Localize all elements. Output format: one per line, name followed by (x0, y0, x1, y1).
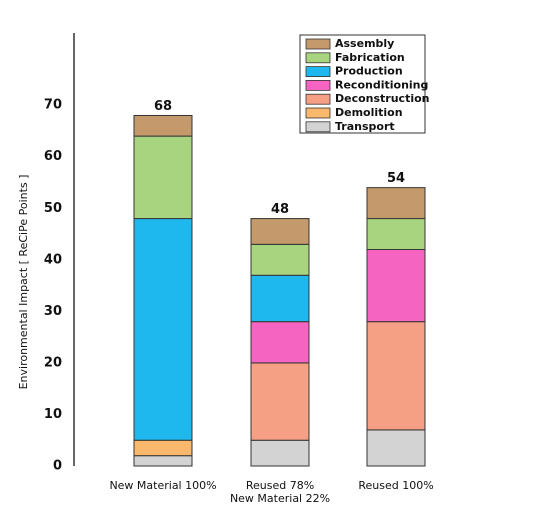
legend-swatch (305, 80, 331, 91)
bar-segment (250, 321, 310, 364)
bar-segment (133, 218, 193, 441)
bar-segment (366, 429, 426, 467)
legend-label: Demolition (335, 106, 403, 119)
y-tick-label: 10 (44, 407, 62, 422)
x-tick-label: Reused 100% (358, 479, 434, 492)
y-tick-label: 20 (44, 355, 62, 370)
x-tick-label: New Material 100% (109, 479, 217, 492)
legend-swatch (305, 93, 331, 105)
y-tick-label: 60 (44, 149, 62, 164)
legend-label: Transport (335, 120, 395, 133)
bar-segment (366, 249, 426, 323)
legend-label: Reconditioning (335, 78, 428, 91)
legend-swatch (305, 66, 331, 77)
legend-label: Fabrication (335, 51, 405, 64)
bar-segment (250, 274, 310, 323)
bar-segment (250, 218, 310, 245)
x-tick-label: Reused 78% New Material 22% (229, 479, 331, 505)
legend-label: Deconstruction (335, 92, 430, 105)
bar-segment (250, 243, 310, 276)
bar-segment (133, 114, 193, 137)
y-tick-label: 0 (53, 459, 62, 474)
legend-label: Assembly (335, 37, 394, 50)
y-tick-label: 50 (44, 201, 62, 216)
bar-segment (366, 218, 426, 250)
legend-label: Production (335, 65, 403, 78)
y-tick-label: 70 (44, 98, 62, 113)
total-label: 48 (271, 202, 289, 217)
legend-swatch (305, 38, 331, 50)
bar-segment (133, 455, 193, 467)
bar-segment (366, 321, 426, 431)
total-label: 54 (387, 171, 405, 186)
y-tick-label: 30 (44, 304, 62, 319)
bar-segment (133, 135, 193, 220)
total-label: 68 (154, 99, 172, 114)
y-tick-label: 40 (44, 252, 62, 267)
bar-segment (133, 439, 193, 457)
legend-swatch (305, 52, 331, 64)
legend-swatch (305, 107, 331, 119)
bar-segment (250, 362, 310, 441)
bar-segment (250, 439, 310, 467)
y-axis-label: Environmental Impact [ ReCiPe Points ] (17, 175, 30, 390)
legend-swatch (305, 121, 331, 133)
bar-segment (366, 187, 426, 220)
